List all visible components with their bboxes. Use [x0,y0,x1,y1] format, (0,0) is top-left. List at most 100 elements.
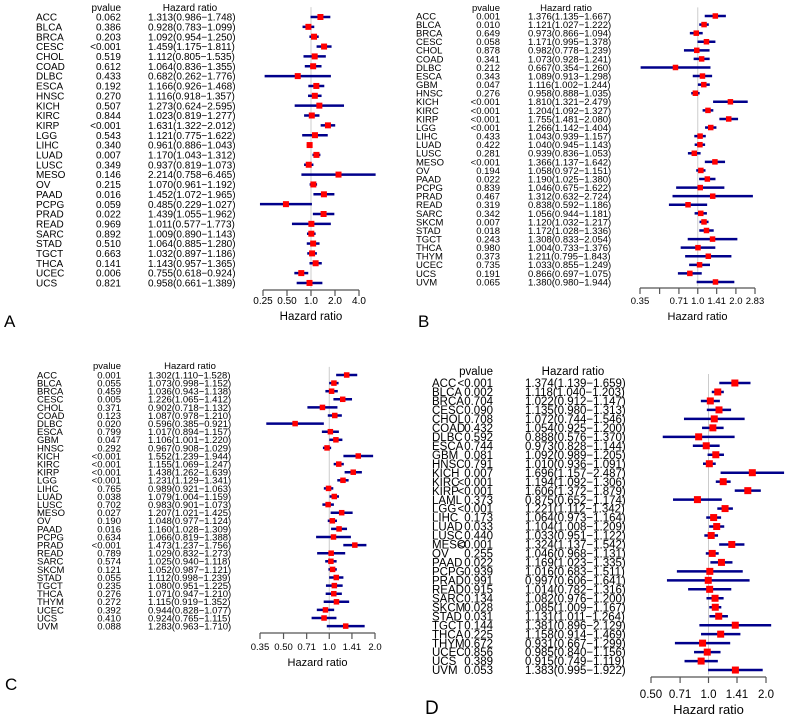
pvalue-text: 0.006 [96,269,121,280]
hazard-ratio-point [748,469,756,477]
cancer-label: HNSC [416,89,443,100]
hazard-ratio-point [697,133,703,139]
pvalue-text: 0.422 [476,140,500,151]
cancer-label: LGG [432,504,456,516]
hazard-ratio-point [728,540,736,548]
hazard-ratio-point [697,184,703,191]
pvalue-text: 0.059 [96,200,121,211]
hazard-ratio-point [725,116,732,122]
hazard-ratio-text: 1.092(0.954−1.250) [148,32,236,43]
hazard-ratio-point [706,397,714,405]
hazard-ratio-point [710,514,718,522]
hazard-ratio-point [309,250,316,257]
cancer-label: STAD [416,226,441,237]
pvalue-text: <0.001 [458,504,494,516]
cancer-label: BLCA [416,20,441,31]
cancer-label: LIHC [432,513,458,525]
hazard-ratio-text: 1.366(1.137−1.642) [528,157,611,168]
hazard-ratio-point [338,509,345,516]
pvalue-text: 0.292 [97,443,121,454]
hazard-ratio-text: 1.118(1.040−1.203) [525,387,625,399]
pvalue-text: 0.371 [97,403,121,414]
hazard-ratio-text: 1.043(0.939−1.157) [528,132,611,143]
hazard-ratio-point [704,576,712,584]
hazard-ratio-text: 1.010(0.936−1.091) [525,459,626,471]
cancer-label: PCPG [37,532,64,543]
cancer-label: UVM [432,665,458,677]
hazard-ratio-text: 1.171(0.995−1.378) [528,37,611,48]
hazard-ratio-text: 0.973(0.866−1.094) [528,29,611,40]
cancer-label: GBM [416,80,438,91]
hazard-ratio-point [305,23,312,30]
cancer-label: ESCA [416,71,443,82]
cancer-label: PAAD [36,190,63,201]
cancer-label: KICH [416,97,439,108]
x-tick-label: 2.0 [328,296,342,307]
cancer-label: LUAD [37,492,62,503]
pvalue-text: 0.028 [464,602,493,614]
pvalue-text: 0.856 [464,647,493,659]
pvalue-text: 0.510 [96,239,121,250]
cancer-label: KIRC [416,106,439,117]
hazard-ratio-text: 1.121(0.775−1.622) [148,131,236,142]
hazard-ratio-point [331,582,338,589]
pvalue-text: 0.991 [464,575,493,587]
cancer-label: ESCA [432,441,464,453]
cancer-label: COAD [416,54,444,65]
pvalue-text: <0.001 [92,451,121,462]
hazard-ratio-point [705,107,711,114]
pvalue-text: <0.001 [92,468,121,479]
cancer-label: KIRC [37,460,60,471]
hazard-ratio-point [333,437,339,443]
hazard-ratio-text: 0.755(0.618−0.924) [148,269,236,280]
panel-label: B [418,312,429,331]
pvalue-text: 0.007 [476,217,500,228]
cancer-label: SKCM [37,565,65,576]
pvalue-text: 0.033 [464,522,493,534]
hazard-ratio-point [310,63,317,70]
hazard-ratio-point [321,615,327,621]
hazard-ratio-point [339,396,346,403]
panel-label: A [4,312,16,331]
pvalue-text: 0.276 [97,589,121,600]
pvalue-header: pvalue [472,3,500,14]
pvalue-text: 0.612 [96,62,121,73]
hazard-ratio-point [340,477,346,484]
pvalue-text: 0.519 [96,52,121,63]
hazard-ratio-text: 1.606(1.372−1.879) [525,486,626,498]
hazard-ratio-point [698,167,704,174]
hazard-ratio-point [332,412,338,419]
hazard-ratio-point [727,99,734,105]
cancer-label: KIRC [432,477,459,489]
hazard-ratio-text: 1.810(1.321−2.479) [528,97,611,108]
cancer-label: LIHC [37,484,59,495]
hazard-ratio-point [336,526,342,532]
x-tick-label: 0.25 [253,296,273,307]
hazard-ratio-text: 1.438(1.262−1.639) [148,468,231,479]
hazard-ratio-text: 1.120(1.032−1.217) [528,217,611,228]
hazard-ratio-header: Hazard ratio [164,361,216,372]
hazard-ratio-point [352,542,358,548]
hazard-ratio-point [713,523,721,531]
hazard-ratio-text: 1.211(0.795−1.843) [528,252,611,263]
hazard-ratio-text: 0.967(0.908−1.029) [148,443,231,454]
pvalue-text: 0.088 [97,622,121,633]
hazard-ratio-text: 0.997(0.606−1.641) [525,575,626,587]
pvalue-text: 0.440 [464,531,493,543]
x-tick-label: 0.50 [640,689,662,701]
hazard-ratio-header: Hazard ratio [163,3,218,14]
x-tick-label: 1.41 [726,689,748,701]
hazard-ratio-point [697,657,705,665]
hazard-ratio-text: 1.459(1.175−1.811) [148,42,235,53]
hazard-ratio-text: 1.066(0.819−1.388) [148,532,231,543]
cancer-label: PAAD [37,524,62,535]
hazard-ratio-text: 1.025(0.940−1.118) [148,557,231,568]
hazard-ratio-point [282,201,289,208]
pvalue-text: 0.062 [96,13,121,24]
hazard-ratio-point [333,574,340,581]
hazard-ratio-point [695,244,701,251]
pvalue-text: 0.007 [96,151,121,162]
cancer-label: LUSC [37,500,62,511]
cancer-label: KIRP [432,486,459,498]
panel-label: D [425,698,439,719]
